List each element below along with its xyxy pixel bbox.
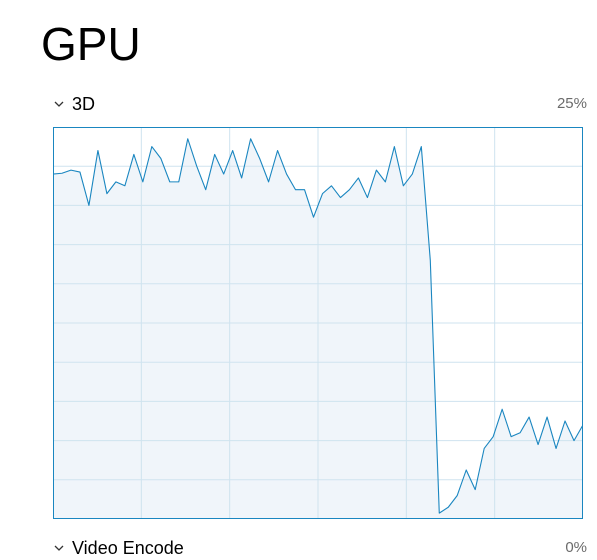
utilization-line <box>53 138 583 514</box>
utilization-graph-3d <box>53 127 583 519</box>
graph-border <box>53 127 583 519</box>
engine-max-video-encode: 0% <box>565 539 587 556</box>
engine-header-video-encode[interactable]: Video Encode 0% <box>52 536 587 560</box>
page-title: GPU <box>41 18 141 70</box>
engine-max-3d: 25% <box>556 95 587 112</box>
engine-header-3d[interactable]: 3D 25% <box>52 92 587 116</box>
engine-name-video-encode: Video Encode <box>72 538 184 558</box>
chevron-down-icon[interactable] <box>52 541 66 555</box>
engine-name-3d: 3D <box>72 94 96 114</box>
chevron-down-icon[interactable] <box>52 97 66 111</box>
